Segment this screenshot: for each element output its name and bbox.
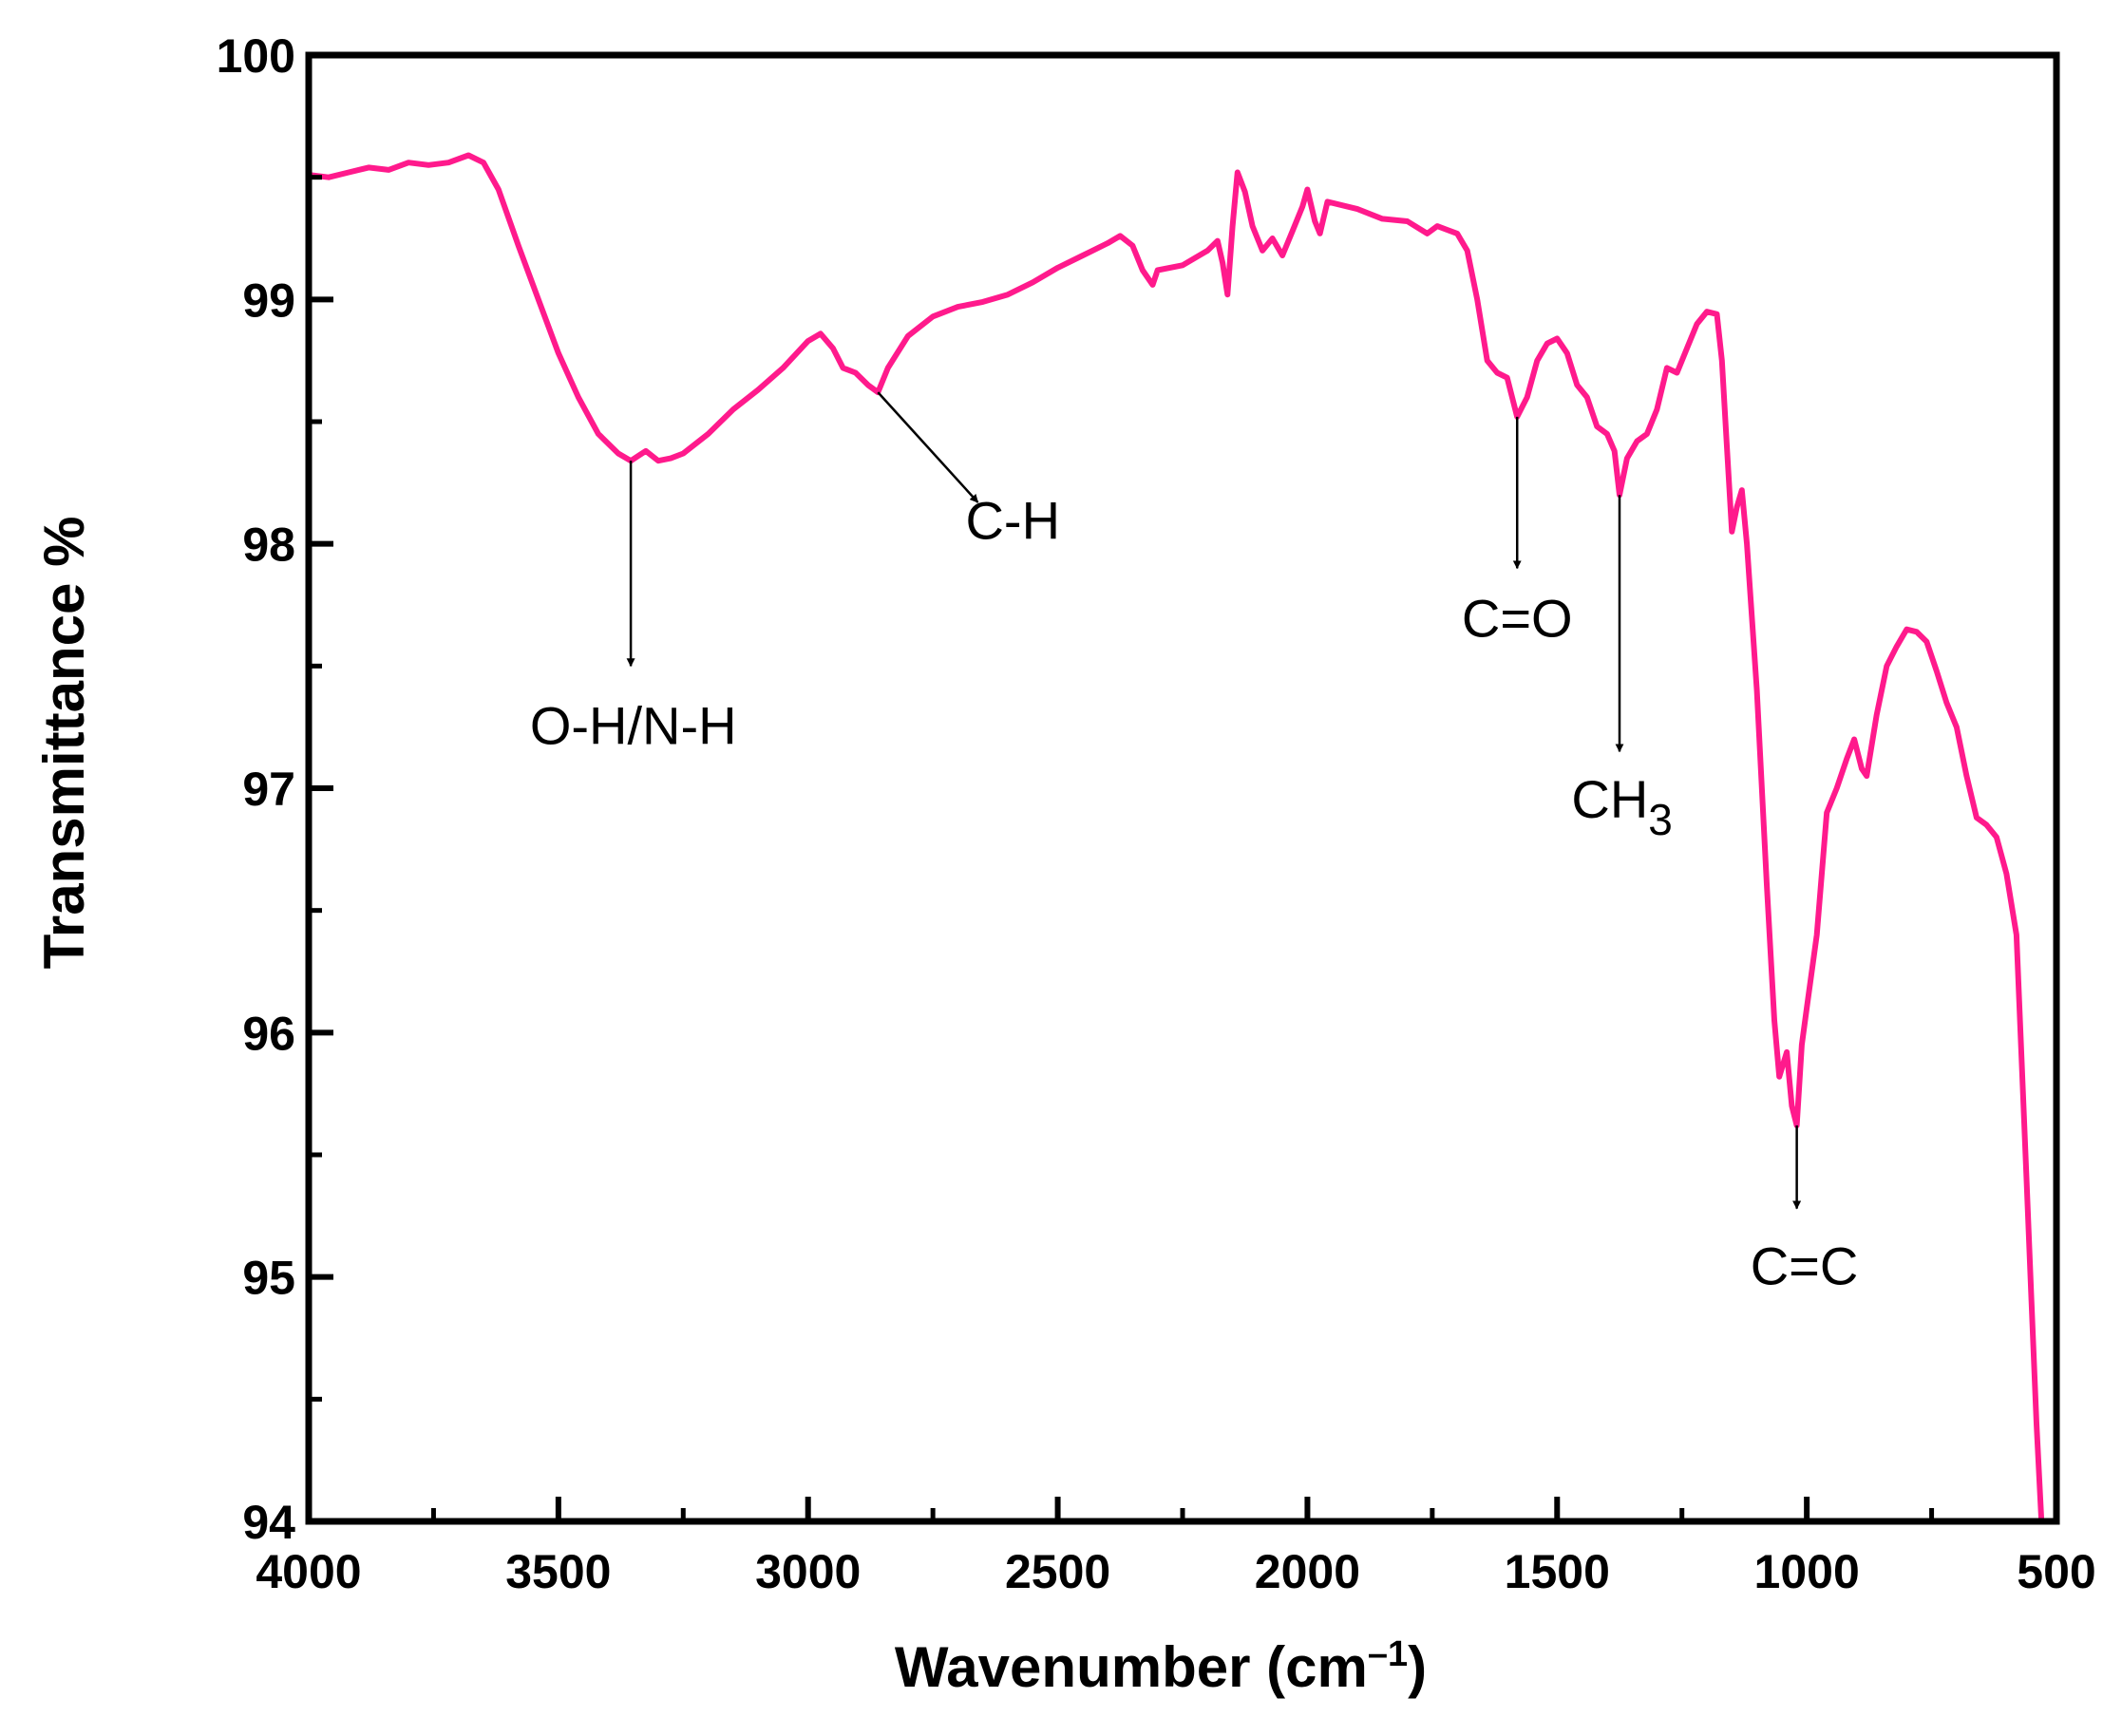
x-axis-title: Wavenumber (cm–1) xyxy=(895,1634,1427,1699)
y-tick-label: 95 xyxy=(242,1252,295,1305)
x-tick-label: 3500 xyxy=(505,1545,611,1598)
annotation-label-ch3: CH3 xyxy=(1571,769,1672,844)
x-axis-title-main: Wavenumber (cm xyxy=(895,1635,1368,1699)
y-tick-label: 97 xyxy=(242,763,295,816)
annotation-oh-nh: O-H/N-H xyxy=(530,461,737,756)
plot-background xyxy=(309,55,2056,1521)
axis-layer: 4000 3500 3000 2500 2000 1500 1000 500 94 95 96 97 9… xyxy=(217,29,2096,1598)
x-axis-title-superscript: –1 xyxy=(1368,1634,1408,1674)
x-tick-label: 2000 xyxy=(1255,1545,1360,1598)
plot-area xyxy=(309,55,2056,1521)
annotation-co: C=O xyxy=(1462,416,1573,648)
x-tick-label: 3000 xyxy=(755,1545,861,1598)
x-tick-label: 2500 xyxy=(1005,1545,1110,1598)
annotation-ch3: CH3 xyxy=(1571,495,1673,844)
y-tick-label: 98 xyxy=(242,519,295,572)
y-axis-title: Transmittance % xyxy=(32,517,96,970)
annotation-arrow-ch xyxy=(877,391,979,503)
annotation-cc: C=C xyxy=(1751,1125,1859,1295)
annotation-label-cc: C=C xyxy=(1751,1236,1859,1295)
data-line-layer xyxy=(306,152,2045,1524)
annotation-layer: O-H/N-H C-H C=O CH3 C=C xyxy=(530,391,1859,1295)
x-tick-label: 1500 xyxy=(1505,1545,1610,1598)
x-tick-label: 1000 xyxy=(1754,1545,1860,1598)
y-tick-label: 100 xyxy=(217,29,295,83)
annotation-label-co: C=O xyxy=(1462,588,1573,648)
annotation-label-oh-nh: O-H/N-H xyxy=(530,696,737,756)
x-axis-title-close: ) xyxy=(1408,1635,1427,1699)
x-tick-label: 4000 xyxy=(256,1545,361,1598)
annotation-label-ch: C-H xyxy=(965,491,1060,551)
y-tick-label: 96 xyxy=(242,1007,295,1060)
x-tick-label: 500 xyxy=(2017,1545,2095,1598)
y-tick-label: 94 xyxy=(242,1496,295,1549)
annotation-ch: C-H xyxy=(877,391,1060,551)
y-tick-label: 99 xyxy=(242,274,295,327)
series-line-1 xyxy=(306,152,2045,1524)
annotation-subscript-ch3: 3 xyxy=(1648,795,1673,844)
